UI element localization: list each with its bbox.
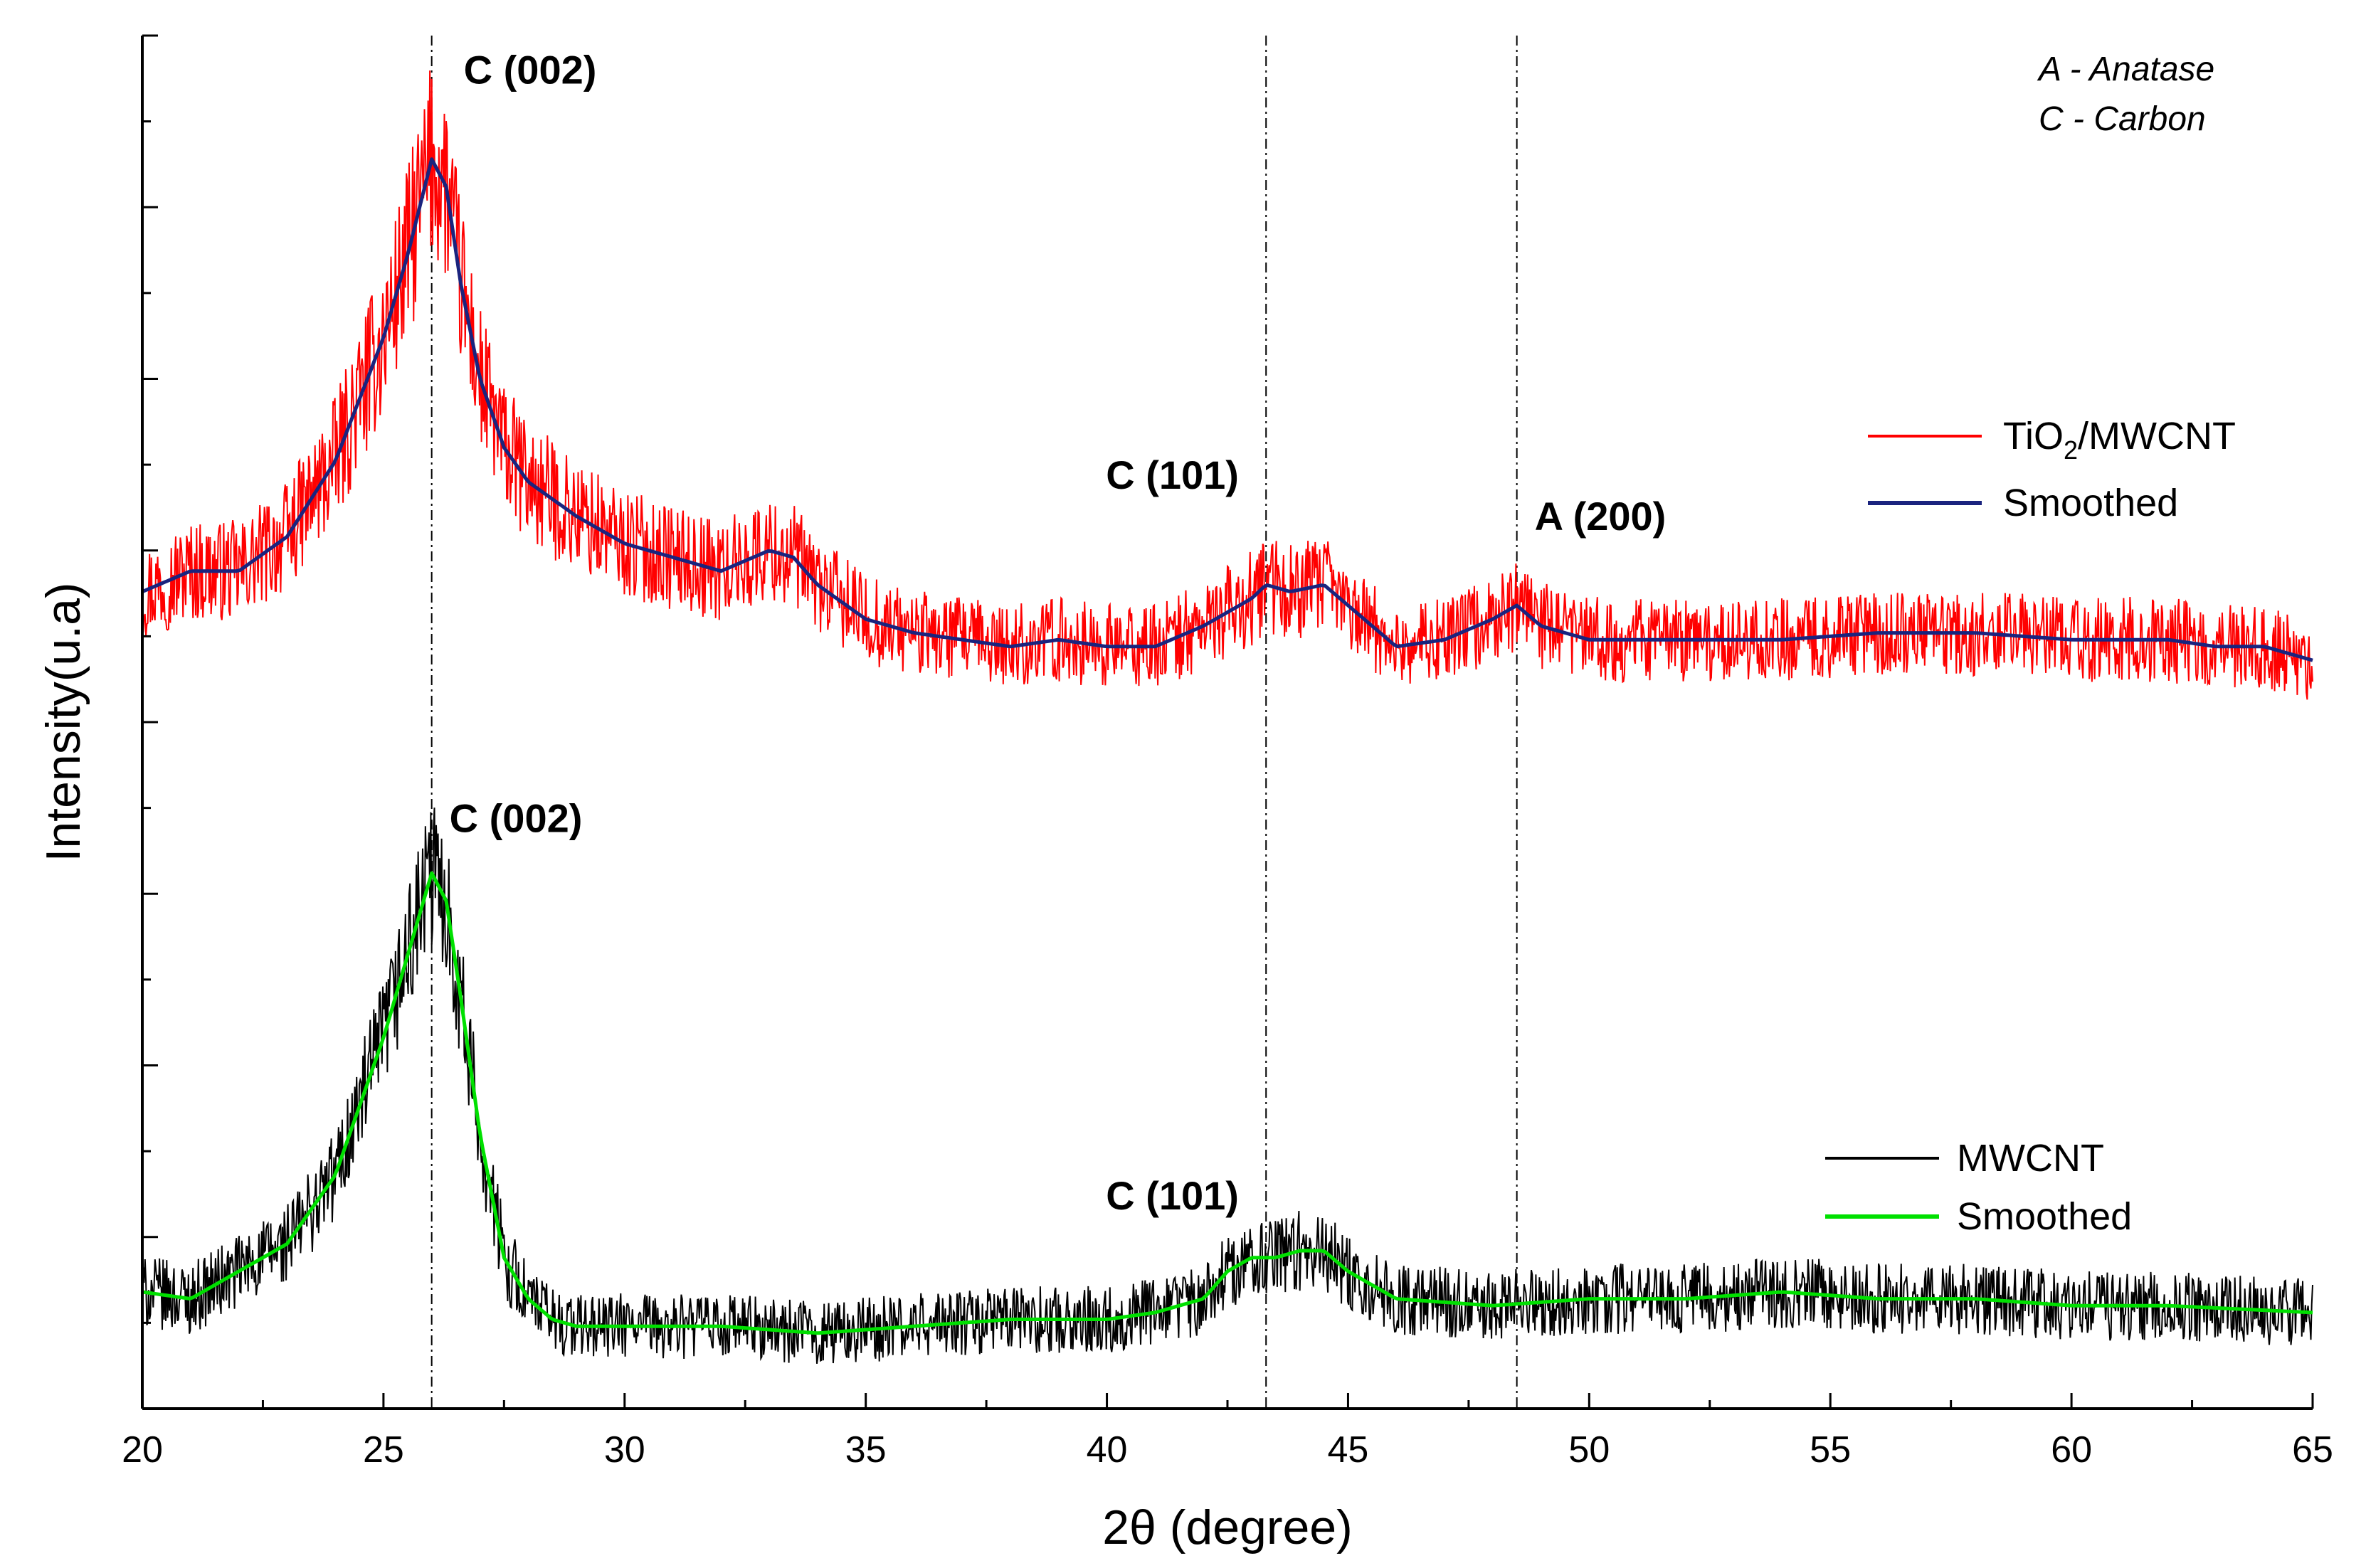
x-tick-label: 65 (2292, 1429, 2333, 1471)
key-anatase: A - Anatase (2037, 51, 2214, 88)
x-tick-label: 50 (1568, 1429, 1610, 1471)
x-tick-label: 20 (122, 1429, 163, 1471)
legend-label-smoothed-bottom: Smoothed (1957, 1195, 2132, 1238)
legend-tio2-subscript: 2 (2064, 435, 2078, 465)
peak-label: C (101) (1106, 1173, 1239, 1218)
key-box: A - Anatase C - Carbon (2037, 51, 2214, 138)
x-axis-title: 2θ (degree) (1102, 1500, 1353, 1554)
peak-labels: C (002) C (101) A (200) C (002) C (101) (450, 48, 1667, 1219)
key-carbon: C - Carbon (2039, 100, 2206, 138)
series-line-1 (142, 157, 2313, 662)
legend-top: TiO2/MWCNT Smoothed (1868, 415, 2236, 524)
peak-label: C (002) (464, 48, 597, 92)
legend-label-mwcnt: MWCNT (1957, 1137, 2104, 1180)
y-ticks (142, 34, 158, 1410)
x-tick-label: 35 (845, 1429, 887, 1471)
legend-label-tio2-mwcnt: TiO2/MWCNT (2003, 415, 2236, 465)
peak-label: C (002) (450, 795, 583, 840)
x-tick-label: 25 (363, 1429, 404, 1471)
y-axis-title: Intensity(u.a) (36, 582, 90, 862)
x-tick-label: 45 (1328, 1429, 1369, 1471)
legend-tio2-suffix: /MWCNT (2078, 415, 2236, 457)
series-layer (142, 70, 2313, 1364)
x-ticks: 20 25 30 35 40 45 50 55 60 65 (122, 1393, 2333, 1471)
x-tick-label: 40 (1087, 1429, 1128, 1471)
series-line-3 (142, 871, 2313, 1335)
peak-label: C (101) (1106, 452, 1239, 497)
legend-bottom: MWCNT Smoothed (1825, 1137, 2132, 1238)
reference-lines (431, 36, 1518, 1409)
x-tick-label: 60 (2051, 1429, 2092, 1471)
peak-label: A (200) (1535, 494, 1667, 539)
legend-label-smoothed-top: Smoothed (2003, 482, 2178, 524)
legend-tio2-name: TiO (2003, 415, 2064, 457)
series-line-0 (142, 70, 2313, 700)
x-tick-label: 55 (1810, 1429, 1851, 1471)
x-tick-label: 30 (604, 1429, 645, 1471)
